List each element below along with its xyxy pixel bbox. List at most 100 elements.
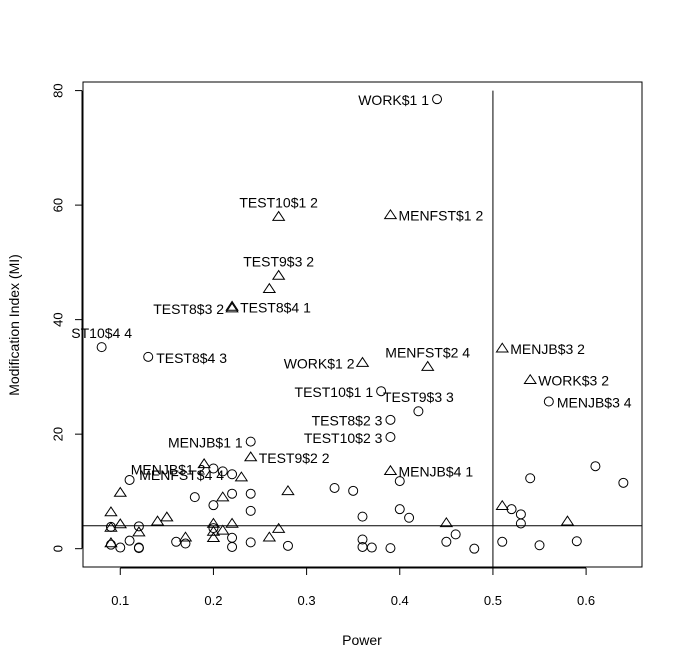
circle-point bbox=[432, 94, 443, 105]
circle-point bbox=[413, 406, 424, 417]
circle-point bbox=[348, 485, 359, 496]
circle-point bbox=[180, 538, 191, 549]
circle-point bbox=[96, 342, 107, 353]
triangle-point bbox=[262, 531, 277, 542]
plot-frame bbox=[82, 81, 643, 568]
triangle-point bbox=[495, 342, 509, 353]
triangle-point bbox=[104, 521, 118, 532]
triangle-point bbox=[383, 208, 398, 220]
triangle-point bbox=[271, 269, 286, 280]
circle-point bbox=[189, 492, 200, 503]
triangle-point bbox=[132, 526, 146, 537]
point-label: MENFST$4 4 bbox=[139, 467, 224, 483]
circle-point bbox=[245, 488, 256, 499]
triangle-point bbox=[216, 524, 230, 535]
circle-point bbox=[217, 466, 228, 477]
point-labels: WORK$1 1 ST10$4 4 TEST8$4 3 TEST10$1 1 TEST9… bbox=[71, 92, 631, 483]
circle-point bbox=[208, 463, 219, 474]
circle-point bbox=[515, 509, 526, 520]
triangle-point bbox=[262, 282, 277, 293]
circle-point bbox=[543, 396, 554, 407]
triangle-point bbox=[178, 531, 193, 542]
point-label: MENJB$3 4 bbox=[557, 394, 632, 410]
point-label: MENJB$1 1 bbox=[168, 434, 243, 450]
circle-point bbox=[227, 532, 238, 543]
point-label: TEST10$1 1 bbox=[295, 384, 374, 400]
point-label: TEST8$4 1 bbox=[240, 299, 311, 315]
circle-point bbox=[469, 543, 480, 554]
triangle-point bbox=[225, 300, 239, 311]
point-label: MENJB$1 2 bbox=[131, 461, 206, 477]
circle-point bbox=[282, 540, 293, 551]
triangle-point bbox=[104, 506, 118, 517]
point-label: TEST8$2 3 bbox=[312, 413, 383, 429]
triangle-point bbox=[281, 484, 295, 496]
circle-point bbox=[385, 543, 396, 554]
point-label: TEST8$4 3 bbox=[156, 350, 227, 366]
data-points bbox=[96, 94, 629, 554]
x-axis-title: Power bbox=[342, 632, 382, 648]
point-label: TEST10$1 2 bbox=[239, 194, 318, 210]
circle-point bbox=[404, 512, 415, 523]
y-axis: 0 20 40 60 80 bbox=[51, 83, 83, 552]
circle-point bbox=[245, 505, 256, 516]
circle-point bbox=[366, 542, 377, 553]
point-label: WORK$1 1 bbox=[358, 92, 429, 108]
y-tick-label: 40 bbox=[51, 312, 66, 326]
y-tick-label: 80 bbox=[51, 83, 66, 97]
point-label: ST10$4 4 bbox=[71, 325, 132, 341]
x-tick-label: 0.6 bbox=[577, 593, 595, 608]
circle-point bbox=[227, 469, 238, 480]
triangle-point bbox=[420, 360, 435, 371]
y-tick-label: 60 bbox=[51, 198, 66, 212]
point-label: WORK$1 2 bbox=[284, 355, 355, 371]
circle-point bbox=[124, 474, 135, 485]
point-label: TEST9$3 3 bbox=[383, 389, 454, 405]
point-label: WORK$3 2 bbox=[538, 373, 609, 389]
circle-point bbox=[124, 535, 135, 546]
triangle-point bbox=[271, 522, 286, 533]
triangle-point bbox=[104, 537, 118, 548]
circle-point bbox=[329, 482, 340, 493]
point-label: MENJB$4 1 bbox=[398, 464, 473, 480]
triangle-point bbox=[355, 356, 370, 367]
point-label: MENFST$1 2 bbox=[398, 208, 483, 224]
triangle-point bbox=[271, 210, 286, 221]
circle-point bbox=[227, 488, 238, 499]
point-label: TEST8$3 2 bbox=[153, 301, 224, 317]
x-tick-label: 0.3 bbox=[298, 593, 316, 608]
y-tick-label: 20 bbox=[51, 427, 66, 441]
circle-point bbox=[497, 536, 508, 547]
triangle-point bbox=[225, 302, 239, 313]
x-tick-label: 0.1 bbox=[111, 593, 129, 608]
circle-point bbox=[441, 536, 452, 547]
circle-point bbox=[133, 543, 144, 554]
circle-point bbox=[394, 476, 405, 487]
circle-point bbox=[357, 534, 368, 545]
triangle-point bbox=[225, 517, 239, 528]
circle-point bbox=[143, 351, 154, 362]
triangle-point bbox=[197, 458, 211, 469]
point-label: TEST10$2 3 bbox=[304, 430, 383, 446]
triangle-point bbox=[113, 486, 127, 497]
circle-point bbox=[385, 432, 396, 443]
triangle-point bbox=[243, 451, 258, 462]
point-label: TEST9$3 2 bbox=[243, 253, 314, 269]
circle-point bbox=[208, 500, 219, 511]
circle-point bbox=[515, 518, 526, 529]
circle-point bbox=[590, 461, 601, 472]
circle-point bbox=[534, 540, 545, 551]
point-label: MENJB$3 2 bbox=[510, 341, 585, 357]
x-tick-label: 0.5 bbox=[484, 593, 502, 608]
triangle-point bbox=[216, 491, 230, 502]
circle-point bbox=[571, 536, 582, 547]
triangle-point bbox=[495, 499, 509, 510]
circle-point bbox=[105, 539, 116, 550]
triangle-point bbox=[150, 515, 165, 526]
circle-point bbox=[525, 473, 536, 484]
circle-point bbox=[450, 529, 461, 540]
circle-point bbox=[245, 537, 256, 548]
circle-point bbox=[376, 386, 387, 397]
triangle-point bbox=[523, 373, 537, 385]
